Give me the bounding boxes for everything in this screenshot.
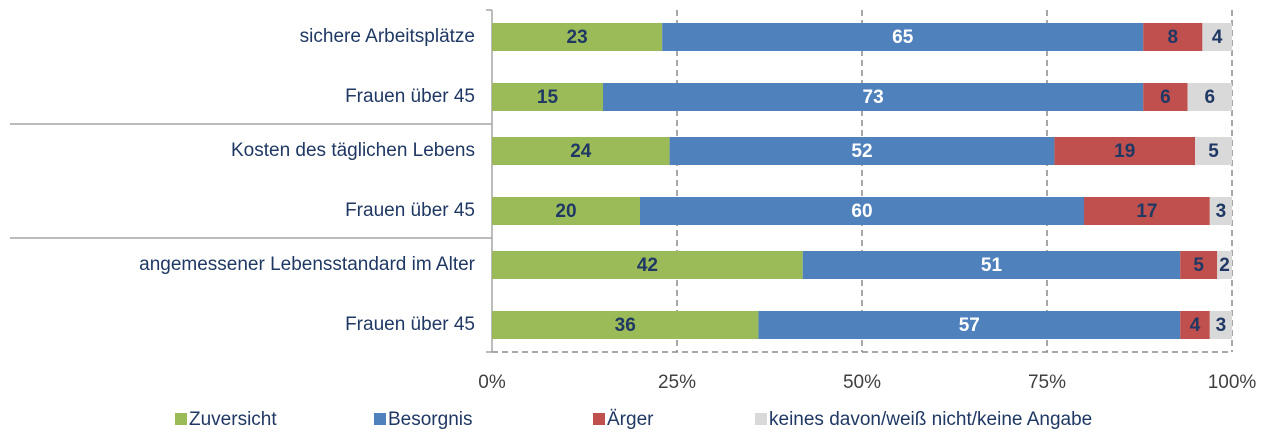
category-label: Frauen über 45	[345, 200, 475, 221]
value-label: 57	[959, 315, 980, 336]
value-label: 73	[863, 87, 884, 108]
bar-segment	[1209, 311, 1232, 339]
legend-label: keines davon/weiß nicht/keine Angabe	[769, 409, 1092, 430]
bar-segment	[669, 137, 1055, 165]
value-label: 36	[615, 315, 636, 336]
value-label: 6	[1205, 87, 1216, 108]
bar-segment	[1143, 83, 1188, 111]
value-label: 19	[1114, 141, 1135, 162]
bar-segment	[1143, 23, 1203, 51]
value-label: 65	[892, 27, 914, 48]
value-label: 42	[637, 255, 658, 276]
value-label: 24	[570, 141, 592, 162]
value-label: 4	[1190, 315, 1201, 336]
bar-segment	[492, 23, 663, 51]
value-label: 15	[537, 87, 559, 108]
x-tick-label: 25%	[658, 372, 696, 393]
bar-segment	[603, 83, 1144, 111]
value-label: 17	[1136, 201, 1157, 222]
bar-segment	[492, 137, 670, 165]
bar-segment	[492, 311, 759, 339]
legend-marker	[175, 413, 187, 425]
bar-segment	[492, 83, 603, 111]
bar-segment	[1195, 137, 1232, 165]
value-label: 8	[1168, 27, 1179, 48]
x-tick-label: 100%	[1208, 372, 1257, 393]
legend-marker	[593, 413, 605, 425]
value-label: 5	[1193, 255, 1204, 276]
x-tick-label: 75%	[1028, 372, 1066, 393]
legend-marker	[755, 413, 767, 425]
category-label: Frauen über 45	[345, 86, 475, 107]
value-label: 3	[1216, 315, 1227, 336]
category-label: sichere Arbeitsplätze	[300, 26, 475, 47]
category-label: angemessener Lebensstandard im Alter	[139, 254, 476, 275]
bar-segment	[1084, 197, 1210, 225]
bar-segment	[662, 23, 1144, 51]
legend-marker	[374, 413, 386, 425]
value-label: 2	[1219, 255, 1230, 276]
bar-segment	[1180, 311, 1210, 339]
bar-segment	[1202, 23, 1232, 51]
category-label: Frauen über 45	[345, 314, 475, 335]
category-label: Kosten des täglichen Lebens	[231, 140, 475, 161]
bar-segment	[1187, 83, 1232, 111]
bar-segment	[802, 251, 1181, 279]
value-label: 52	[851, 141, 872, 162]
legend-label: Besorgnis	[388, 409, 473, 430]
legend-label: Zuversicht	[189, 409, 277, 430]
bar-segment	[492, 197, 640, 225]
bar-segment	[492, 251, 803, 279]
value-label: 3	[1216, 201, 1227, 222]
legend-label: Ärger	[607, 409, 654, 430]
value-label: 4	[1212, 27, 1223, 48]
bar-segment	[1054, 137, 1195, 165]
value-label: 51	[981, 255, 1003, 276]
bar-segment	[1209, 197, 1232, 225]
value-label: 23	[567, 27, 588, 48]
value-label: 6	[1160, 87, 1171, 108]
x-tick-label: 50%	[843, 372, 881, 393]
value-label: 20	[555, 201, 576, 222]
value-label: 5	[1208, 141, 1219, 162]
bar-segment	[758, 311, 1181, 339]
bar-segment	[640, 197, 1084, 225]
bar-segment	[1217, 251, 1232, 279]
value-label: 60	[851, 201, 872, 222]
bar-segment	[1180, 251, 1218, 279]
x-tick-label: 0%	[478, 372, 506, 393]
